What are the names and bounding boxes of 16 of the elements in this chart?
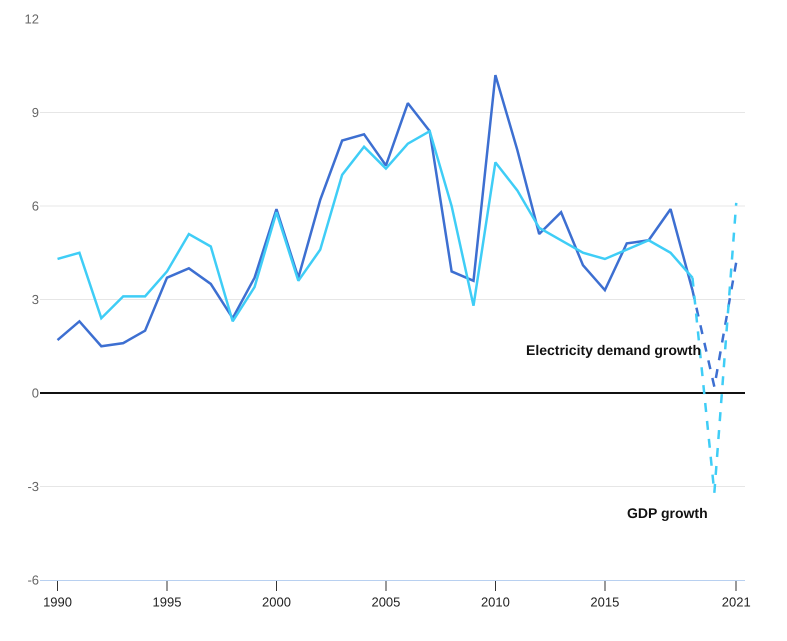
x-tick-label: 2005 (371, 594, 400, 610)
y-tick-label: 3 (32, 292, 39, 308)
y-tick-label: 12 (24, 12, 39, 27)
y-tick-label: 9 (32, 105, 39, 120)
y-tick-label: 6 (32, 198, 39, 214)
x-tick-label: 2015 (590, 594, 620, 610)
series-label: Electricity demand growth (526, 342, 702, 358)
x-tick-label: 2000 (262, 594, 291, 610)
x-tick-label: 1995 (152, 594, 182, 610)
y-tick-label: -6 (27, 572, 39, 588)
y-tick-label: 0 (32, 386, 39, 401)
y-tick-label: -3 (27, 479, 39, 494)
x-tick-label: 2010 (480, 594, 510, 610)
x-tick-label: 1990 (43, 594, 72, 610)
series-label: GDP growth (627, 505, 708, 521)
x-tick-label: 2021 (722, 594, 751, 610)
